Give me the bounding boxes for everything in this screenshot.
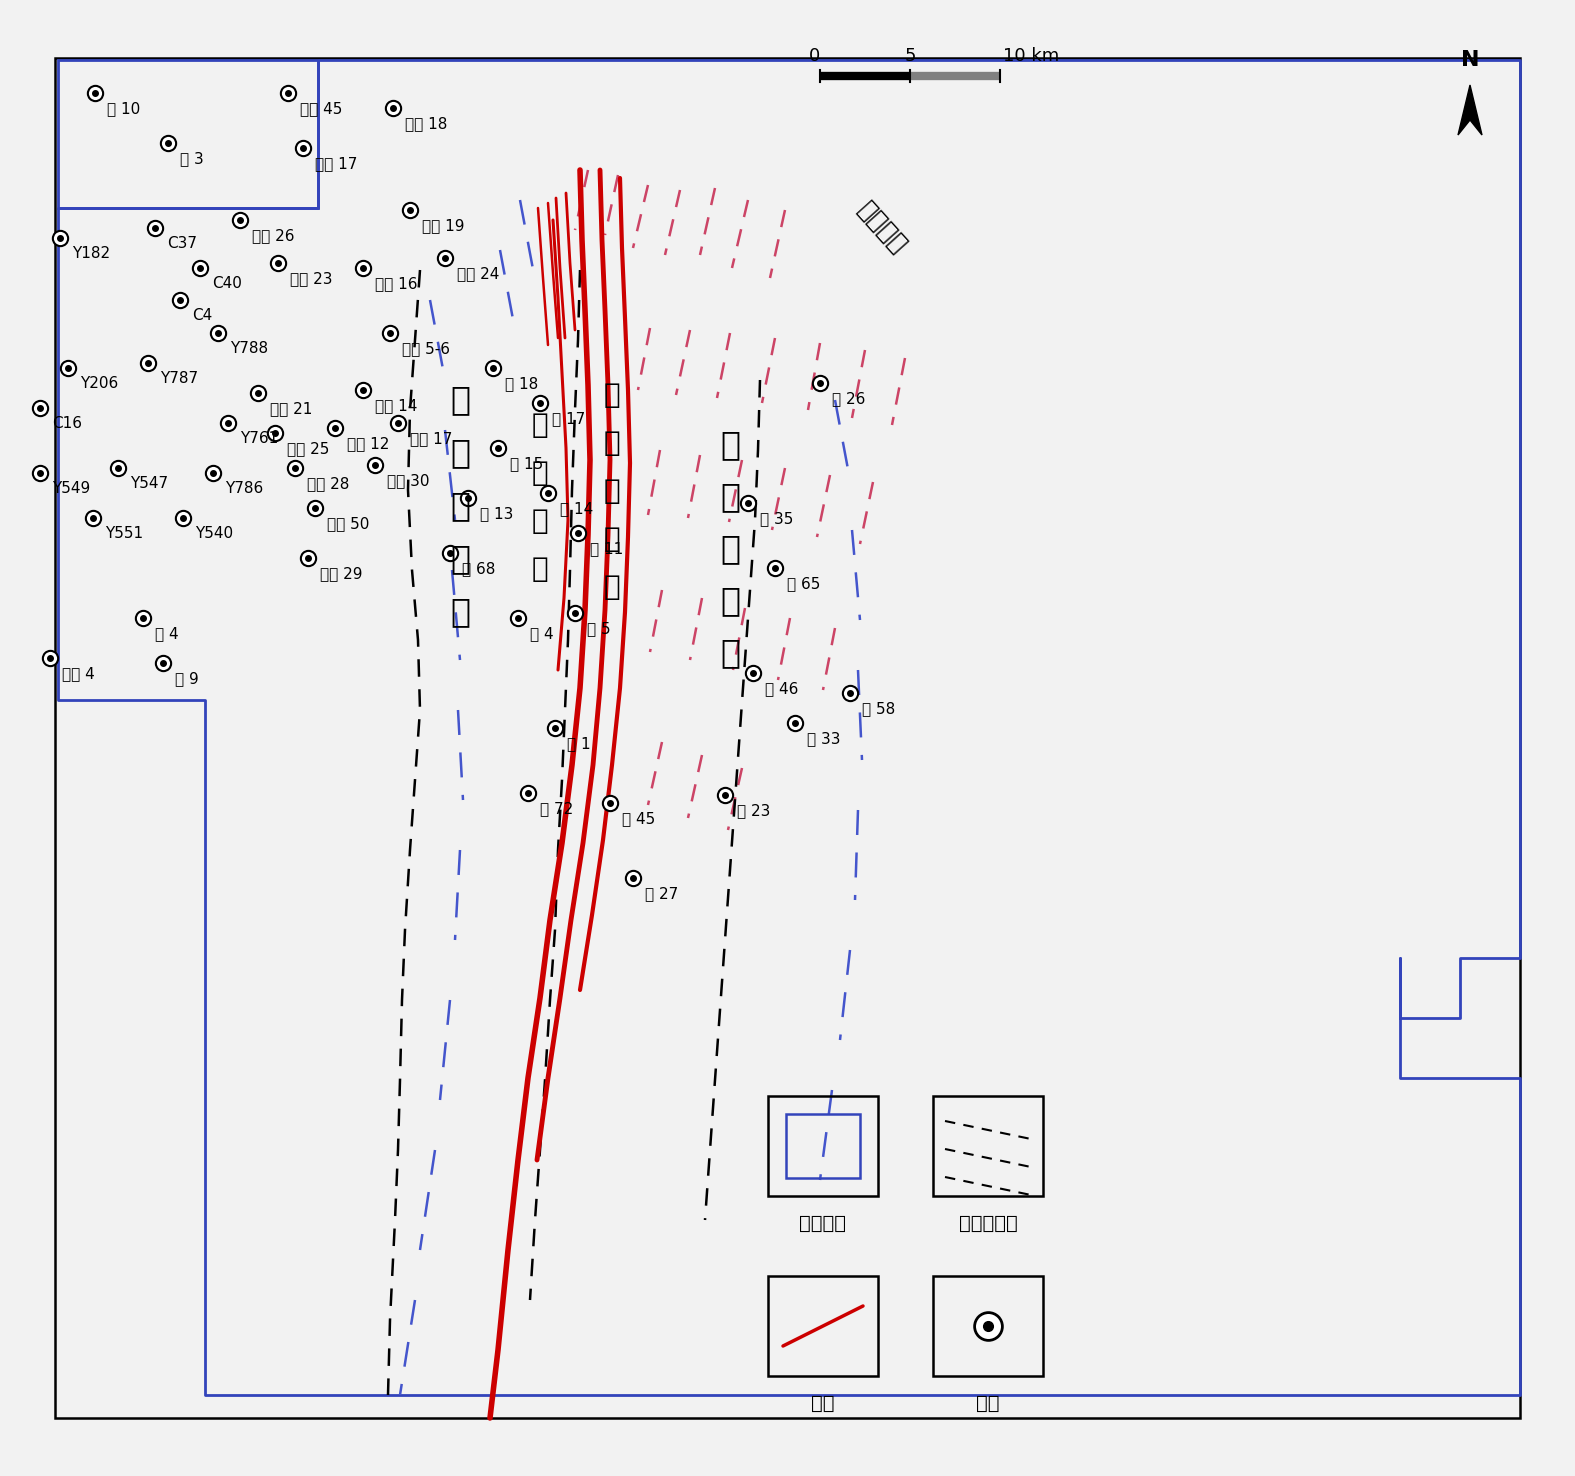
Text: 断层: 断层 [811, 1393, 835, 1413]
Bar [932, 1097, 1043, 1196]
Text: 永和 17: 永和 17 [315, 156, 358, 171]
Text: 大吉 23: 大吉 23 [290, 272, 332, 286]
Text: 大吉 12: 大吉 12 [346, 435, 389, 452]
Text: 大吉 14: 大吉 14 [375, 399, 417, 413]
Text: 吉 13: 吉 13 [480, 506, 513, 521]
Text: 吉 46: 吉 46 [765, 680, 799, 697]
Bar [786, 1114, 860, 1178]
Text: Y551: Y551 [106, 525, 143, 542]
Text: 带: 带 [450, 595, 469, 629]
Text: 高 9: 高 9 [175, 672, 198, 686]
Text: 高 4: 高 4 [154, 626, 178, 641]
Text: 大吉 17: 大吉 17 [410, 431, 452, 446]
Text: Y549: Y549 [52, 481, 90, 496]
Text: 大吉 50: 大吉 50 [328, 517, 370, 531]
Text: 吉 27: 吉 27 [646, 886, 679, 900]
Text: 斜: 斜 [450, 490, 469, 523]
Text: 吉 14: 吉 14 [561, 500, 594, 517]
Text: 吉 23: 吉 23 [737, 803, 770, 818]
Text: 吉 15: 吉 15 [510, 456, 543, 471]
Text: C16: C16 [52, 416, 82, 431]
Text: 背: 背 [532, 506, 548, 534]
Text: 大吉 21: 大吉 21 [269, 401, 312, 416]
Text: 大吉 26: 大吉 26 [252, 227, 295, 244]
Text: 大吉 30: 大吉 30 [387, 472, 430, 489]
Text: 珠: 珠 [720, 481, 740, 514]
Text: C40: C40 [213, 276, 243, 291]
Text: Y788: Y788 [230, 341, 268, 356]
Text: 吉 26: 吉 26 [832, 391, 865, 406]
Text: 吉 18: 吉 18 [506, 376, 539, 391]
Text: 蒲: 蒲 [603, 381, 621, 409]
Text: 桃: 桃 [532, 410, 548, 438]
Text: 坡: 坡 [450, 543, 469, 576]
Text: 坡: 坡 [720, 584, 740, 617]
Text: 5: 5 [904, 47, 915, 65]
Text: 桃园断裂: 桃园断裂 [854, 198, 910, 258]
Text: 郝 3: 郝 3 [180, 151, 203, 165]
Text: 吉 45: 吉 45 [622, 810, 655, 827]
Text: 大吉 24: 大吉 24 [457, 266, 499, 280]
Text: 大吉 5-6: 大吉 5-6 [402, 341, 450, 356]
Text: 吉 33: 吉 33 [806, 731, 841, 745]
Text: N: N [1460, 50, 1479, 69]
Text: 吉 65: 吉 65 [788, 576, 821, 590]
Text: 大吉 25: 大吉 25 [287, 441, 329, 456]
Text: 吉探 4: 吉探 4 [61, 666, 94, 680]
Text: 吉 1: 吉 1 [567, 737, 591, 751]
Text: Y206: Y206 [80, 376, 118, 391]
Polygon shape [1458, 86, 1482, 134]
Text: 陷: 陷 [603, 525, 621, 554]
Text: 区块矿权: 区块矿权 [800, 1213, 846, 1232]
Text: Y547: Y547 [131, 475, 169, 492]
Text: 凹: 凹 [603, 477, 621, 505]
Text: 县: 县 [603, 430, 621, 458]
Text: Y182: Y182 [72, 246, 110, 261]
Text: 吉 35: 吉 35 [761, 511, 794, 525]
Text: 斜: 斜 [532, 555, 548, 583]
Text: Y761: Y761 [239, 431, 279, 446]
Text: 探井: 探井 [976, 1393, 1000, 1413]
Text: Y786: Y786 [225, 481, 263, 496]
Text: 园: 园 [532, 459, 548, 487]
Text: 郝 10: 郝 10 [107, 100, 140, 117]
Text: 永和 18: 永和 18 [405, 117, 447, 131]
Text: 斜: 斜 [720, 533, 740, 565]
Text: 吉 17: 吉 17 [551, 410, 586, 427]
Text: 大吉 28: 大吉 28 [307, 475, 350, 492]
Bar [769, 1275, 877, 1376]
Bar [932, 1275, 1043, 1376]
Text: 吉 5: 吉 5 [587, 621, 611, 636]
Text: 吉 68: 吉 68 [461, 561, 496, 576]
Text: 永和 45: 永和 45 [299, 100, 342, 117]
Text: 10 km: 10 km [1003, 47, 1060, 65]
Text: Y787: Y787 [161, 370, 198, 387]
Text: C37: C37 [167, 236, 197, 251]
Text: 吉 4: 吉 4 [531, 626, 554, 641]
Bar [58, 61, 318, 208]
Text: 带: 带 [720, 636, 740, 670]
Text: 部: 部 [450, 437, 469, 469]
Text: 大吉 16: 大吉 16 [375, 276, 417, 291]
Text: 明: 明 [720, 428, 740, 462]
Text: 0: 0 [810, 47, 821, 65]
Text: 吉 72: 吉 72 [540, 801, 573, 816]
Text: 西: 西 [450, 384, 469, 416]
Text: 吉 58: 吉 58 [862, 701, 895, 716]
Text: 构造分区线: 构造分区线 [959, 1213, 1017, 1232]
Text: 带: 带 [603, 573, 621, 601]
Text: 大吉 19: 大吉 19 [422, 218, 465, 233]
Text: 大吉 29: 大吉 29 [320, 565, 362, 582]
Text: Y540: Y540 [195, 525, 233, 542]
Text: C4: C4 [192, 308, 213, 323]
Text: 吉 11: 吉 11 [591, 542, 624, 556]
Bar [769, 1097, 877, 1196]
